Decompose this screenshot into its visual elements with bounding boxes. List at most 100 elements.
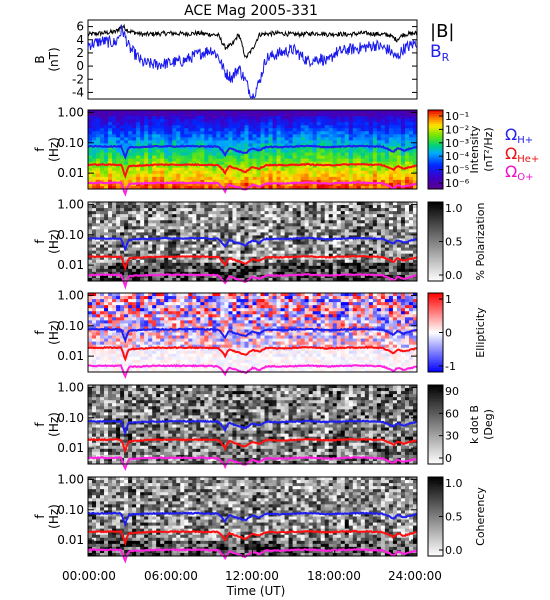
heatmap-cell [128, 265, 133, 270]
heatmap-cell [152, 302, 157, 306]
heatmap-cell [352, 229, 358, 233]
heatmap-cell [148, 149, 153, 153]
heatmap-cell [384, 250, 390, 255]
heatmap-cell [128, 152, 133, 156]
heatmap-cell [320, 110, 326, 114]
heatmap-cell [280, 119, 285, 123]
heatmap-cell [148, 253, 153, 258]
heatmap-cell [372, 253, 378, 258]
heatmap-cell [136, 152, 141, 156]
heatmap-cell [252, 170, 257, 175]
heatmap-cell [236, 244, 241, 248]
heatmap-cell [308, 152, 314, 156]
heatmap-cell [176, 173, 181, 178]
heatmap-cell [88, 134, 93, 138]
heatmap-cell [156, 217, 161, 221]
heatmap-cell [108, 116, 113, 120]
heatmap-cell [208, 116, 213, 120]
heatmap-cell [252, 134, 257, 138]
heatmap-cell [160, 161, 165, 166]
heatmap-cell [176, 182, 181, 187]
heatmap-cell [388, 229, 394, 233]
heatmap-cell [240, 164, 245, 169]
heatmap-cell [364, 223, 370, 227]
heatmap-cell [172, 185, 177, 190]
heatmap-cell [236, 262, 241, 267]
heatmap-cell [168, 217, 173, 221]
heatmap-cell [332, 155, 338, 160]
heatmap-cell [124, 308, 129, 312]
heatmap-cell [168, 262, 173, 267]
heatmap-cell [396, 167, 402, 172]
heatmap-cell [352, 149, 358, 153]
heatmap-cell [332, 235, 338, 239]
heatmap-cell [96, 353, 101, 358]
x-tick-label: 24:00:00 [388, 569, 442, 583]
heatmap-cell [292, 265, 298, 270]
heatmap-cell [96, 158, 101, 163]
heatmap-cell [404, 179, 410, 184]
heatmap-cell [88, 305, 93, 309]
heatmap-cell [88, 368, 93, 373]
heatmap-cell [336, 176, 342, 181]
heatmap-cell [200, 205, 205, 209]
heatmap-cell [348, 155, 354, 160]
heatmap-cell [124, 131, 129, 135]
heatmap-cell [164, 296, 169, 300]
heatmap-cell [168, 134, 173, 138]
heatmap-cell [328, 119, 334, 123]
heatmap-cell [344, 164, 350, 169]
heatmap-cell [356, 167, 362, 172]
heatmap-cell [276, 128, 281, 132]
heatmap-cell [232, 161, 237, 166]
heatmap-cell [404, 119, 410, 123]
heatmap-cell [296, 259, 302, 264]
heatmap-cell [200, 244, 205, 248]
heatmap-cell [320, 113, 326, 117]
heatmap-cell [172, 208, 177, 212]
heatmap-cell [212, 262, 217, 267]
heatmap-cell [92, 362, 97, 367]
heatmap-cell [164, 253, 169, 258]
heatmap-cell [116, 302, 121, 306]
heatmap-cell [332, 140, 338, 144]
heatmap-cell [308, 214, 314, 218]
heatmap-cell [100, 241, 105, 245]
heatmap-cell [232, 182, 237, 187]
heatmap-cell [220, 143, 225, 147]
heatmap-cell [268, 238, 273, 242]
heatmap-cell [196, 256, 201, 261]
heatmap-cell [176, 152, 181, 156]
heatmap-cell [244, 119, 249, 123]
heatmap-cell [352, 238, 358, 242]
heatmap-cell [100, 335, 105, 339]
heatmap-cell [140, 125, 145, 129]
heatmap-cell [96, 137, 101, 141]
heatmap-cell [112, 208, 117, 212]
heatmap-cell [316, 241, 322, 245]
heatmap-cell [148, 113, 153, 117]
heatmap-cell [372, 226, 378, 230]
heatmap-cell [300, 176, 306, 181]
heatmap-cell [136, 232, 141, 236]
heatmap-cell [388, 161, 394, 166]
heatmap-cell [328, 155, 334, 160]
heatmap-cell [124, 122, 129, 126]
heatmap-cell [132, 229, 137, 233]
heatmap-cell [172, 143, 177, 147]
heatmap-cell [160, 314, 165, 318]
heatmap-cell [356, 241, 362, 245]
heatmap-cell [396, 119, 402, 123]
heatmap-cell [284, 265, 290, 270]
heatmap-cell [96, 323, 101, 327]
heatmap-cell [200, 113, 205, 117]
heatmap-cell [316, 173, 322, 178]
heatmap-cell [112, 302, 117, 306]
heatmap-cell [372, 217, 378, 221]
colorbar-swatch [428, 217, 443, 221]
heatmap-cell [240, 113, 245, 117]
heatmap-cell [128, 332, 133, 336]
heatmap-cell [108, 356, 113, 361]
heatmap-cell [160, 220, 165, 224]
heatmap-cell [136, 253, 141, 258]
